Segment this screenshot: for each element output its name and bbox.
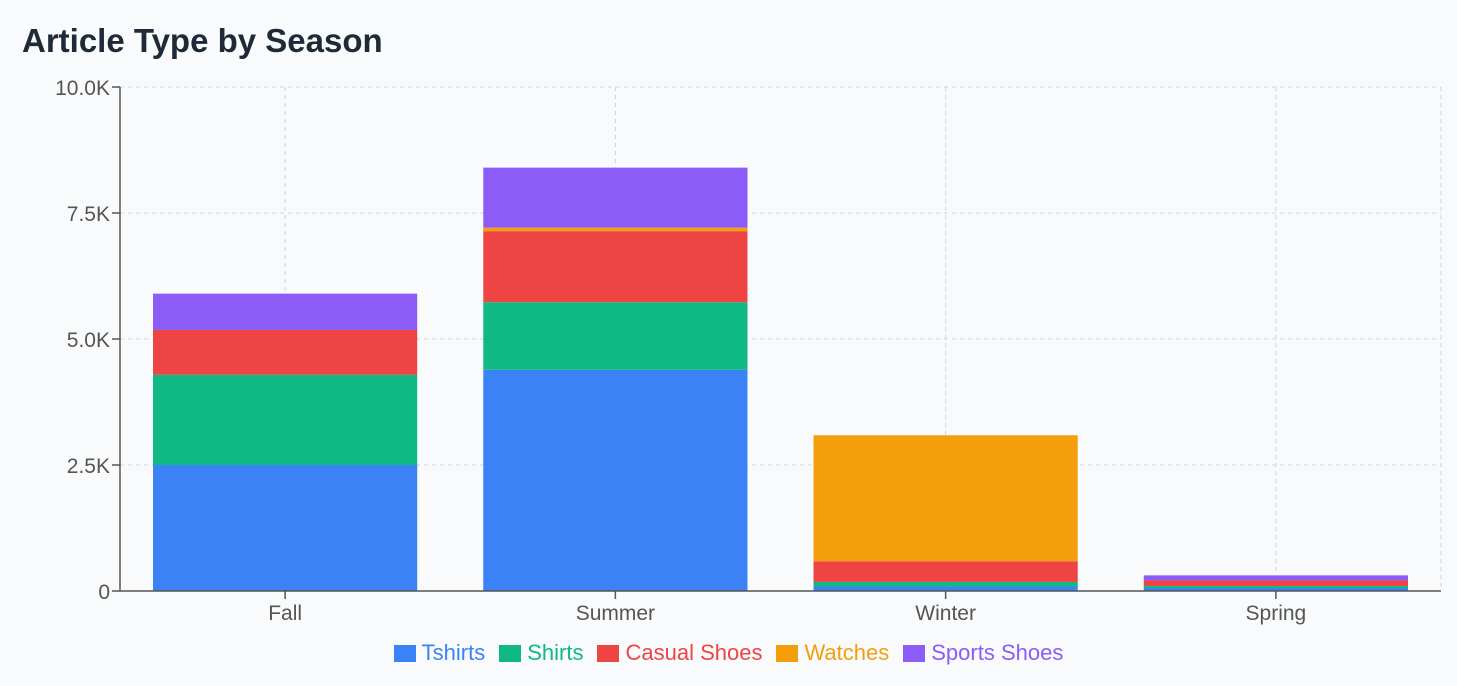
legend-item[interactable]: Casual Shoes (597, 640, 762, 666)
x-tick-label: Winter (915, 602, 976, 625)
x-tick-label: Summer (576, 602, 655, 625)
legend-item[interactable]: Shirts (499, 640, 583, 666)
legend-label: Tshirts (421, 640, 486, 665)
legend-label: Casual Shoes (625, 640, 763, 665)
bar-segment (813, 435, 1078, 562)
legend-item[interactable]: Tshirts (393, 640, 486, 666)
bar-segment (1143, 587, 1408, 591)
legend-swatch (393, 644, 416, 662)
bar-segment (813, 581, 1078, 587)
y-tick-label: 10.0K (55, 77, 110, 100)
bar-segment (483, 231, 748, 303)
bar-segment (813, 561, 1078, 582)
legend-label: Sports Shoes (931, 640, 1064, 665)
bar-segment (1143, 580, 1408, 586)
bar-segment (813, 586, 1078, 591)
legend-item[interactable]: Watches (776, 640, 889, 666)
legend-swatch (903, 644, 926, 662)
legend-swatch (776, 644, 799, 662)
bar-segment (153, 293, 418, 330)
bar-segment (483, 369, 748, 591)
bar-segment (153, 329, 418, 375)
chart-title: Article Type by Season (22, 22, 383, 59)
legend: Tshirts Shirts Casual Shoes Watches Sports S… (0, 640, 1457, 666)
bar-segment (483, 167, 748, 228)
legend-label: Watches (804, 640, 890, 665)
y-tick-label: 0 (98, 581, 110, 604)
x-tick-label: Fall (268, 602, 302, 625)
x-tick-label: Spring (1246, 602, 1307, 625)
legend-item[interactable]: Sports Shoes (903, 640, 1063, 666)
plot-area: 0 2.5K 5.0K 7.5K 10.0K Fall Summer Winter Spring (55, 77, 1442, 625)
legend-label: Shirts (527, 640, 584, 665)
bar-segment (153, 465, 418, 591)
bar-segment (153, 374, 418, 465)
bar-segment (1143, 575, 1408, 581)
bar-segment (483, 302, 748, 370)
y-tick-label: 5.0K (67, 329, 110, 352)
legend-swatch (597, 644, 620, 662)
y-tick-label: 7.5K (67, 203, 110, 226)
legend-swatch (499, 644, 522, 662)
bar-segment (483, 227, 748, 232)
y-tick-label: 2.5K (67, 455, 110, 478)
bar-segment (1143, 585, 1408, 588)
